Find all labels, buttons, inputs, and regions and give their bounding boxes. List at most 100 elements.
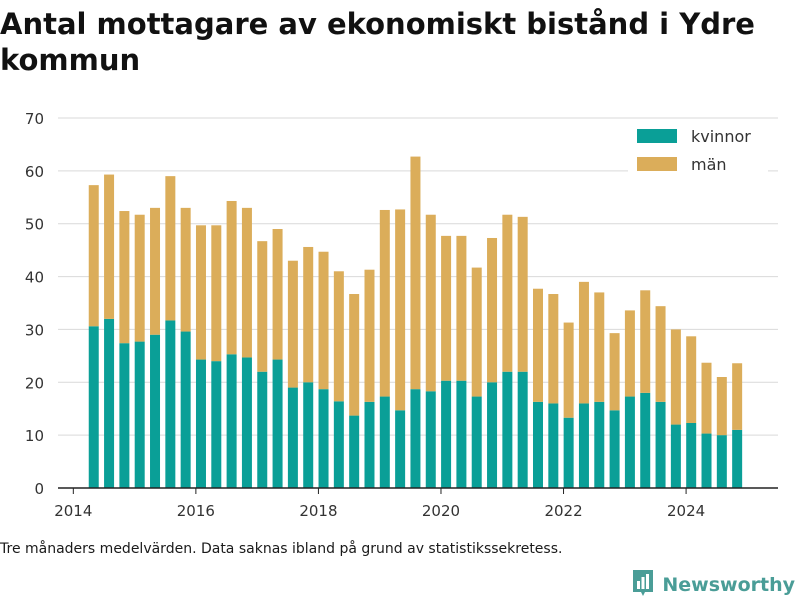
- bar-kvinnor: [395, 410, 406, 488]
- bar-man: [563, 322, 574, 418]
- bar-kvinnor: [272, 359, 283, 488]
- bar-man: [533, 288, 543, 402]
- bar-chart-logo-icon: [631, 568, 655, 602]
- brand-name: Newsworthy: [662, 574, 795, 596]
- bar-man: [517, 216, 528, 372]
- bar-man: [456, 235, 467, 381]
- bar-man: [349, 294, 360, 416]
- bar-kvinnor: [119, 343, 130, 488]
- bar-kvinnor: [425, 391, 436, 488]
- bar-man: [395, 209, 406, 411]
- bar-kvinnor: [195, 359, 206, 488]
- bar-man: [732, 363, 743, 430]
- bar-kvinnor: [180, 331, 191, 488]
- y-tick-label: 70: [25, 110, 44, 128]
- bar-kvinnor: [502, 371, 513, 488]
- chart-title: Antal mottagare av ekonomiskt bistånd i …: [0, 7, 755, 77]
- bar-man: [333, 271, 344, 402]
- brand: Newsworthy: [631, 568, 795, 602]
- bar-kvinnor: [732, 429, 743, 488]
- y-tick-label: 20: [25, 374, 44, 392]
- bar-kvinnor: [349, 415, 360, 488]
- bar-man: [578, 281, 589, 404]
- bar-kvinnor: [578, 403, 589, 488]
- x-tick-label: 2024: [667, 502, 705, 520]
- bar-man: [609, 333, 620, 411]
- legend-label-kvinnor: kvinnor: [691, 127, 751, 146]
- bar-man: [670, 329, 681, 425]
- legend-label-man: män: [691, 155, 727, 174]
- bars: [88, 156, 743, 488]
- bar-kvinnor: [563, 417, 574, 488]
- x-axis: 2014 2016 2018 2020 2022 2024: [54, 487, 778, 520]
- y-tick-label: 0: [34, 480, 44, 498]
- bar-man: [211, 225, 222, 362]
- bar-man: [640, 290, 651, 393]
- bar-man: [318, 251, 329, 390]
- bar-kvinnor: [670, 424, 681, 488]
- bar-kvinnor: [655, 401, 666, 488]
- bar-man: [686, 336, 697, 423]
- x-tick-label: 2014: [54, 502, 92, 520]
- gridlines: 0 10 20 30 40 50 60 70: [25, 110, 778, 498]
- y-tick-label: 50: [25, 216, 44, 234]
- legend: kvinnor män: [628, 124, 768, 174]
- bar-man: [364, 269, 375, 402]
- bar-man: [303, 246, 314, 383]
- bar-kvinnor: [716, 435, 727, 488]
- bar-kvinnor: [211, 361, 222, 488]
- x-tick-label: 2016: [177, 502, 215, 520]
- bar-kvinnor: [303, 382, 314, 488]
- bar-kvinnor: [333, 401, 344, 488]
- bar-kvinnor: [379, 396, 390, 488]
- y-tick-label: 60: [25, 163, 44, 181]
- x-tick-label: 2018: [299, 502, 337, 520]
- bar-kvinnor: [134, 341, 145, 488]
- bar-man: [548, 294, 559, 404]
- bar-man: [379, 209, 390, 397]
- bar-man: [701, 362, 712, 434]
- bar-kvinnor: [241, 357, 252, 488]
- bar-kvinnor: [364, 401, 375, 488]
- bar-kvinnor: [318, 389, 329, 488]
- bar-man: [410, 156, 421, 390]
- y-tick-label: 10: [25, 427, 44, 445]
- bar-kvinnor: [150, 334, 161, 488]
- bar-kvinnor: [609, 410, 620, 488]
- bar-kvinnor: [226, 354, 237, 488]
- bar-kvinnor: [165, 320, 176, 488]
- x-tick-label: 2020: [422, 502, 460, 520]
- bar-man: [88, 185, 99, 327]
- bar-kvinnor: [640, 392, 651, 488]
- bar-kvinnor: [441, 380, 452, 488]
- bar-kvinnor: [701, 433, 712, 488]
- bar-man: [502, 214, 513, 372]
- bar-man: [272, 229, 283, 360]
- legend-swatch-man: [637, 157, 677, 171]
- bar-man: [241, 207, 252, 358]
- y-tick-label: 30: [25, 321, 44, 339]
- bar-kvinnor: [594, 401, 605, 488]
- bar-man: [195, 225, 206, 360]
- bar-kvinnor: [104, 318, 115, 488]
- bar-kvinnor: [257, 371, 268, 488]
- bar-man: [119, 211, 130, 344]
- bar-man: [180, 207, 191, 332]
- bar-kvinnor: [686, 422, 697, 488]
- bar-kvinnor: [456, 380, 467, 488]
- bar-man: [287, 260, 298, 388]
- bar-man: [487, 237, 498, 383]
- bar-man: [226, 200, 237, 355]
- bar-kvinnor: [410, 389, 421, 488]
- bar-kvinnor: [287, 387, 298, 488]
- bar-man: [104, 174, 115, 319]
- bar-kvinnor: [548, 403, 559, 488]
- bar-kvinnor: [517, 371, 528, 488]
- bar-man: [425, 214, 436, 392]
- bar-man: [134, 214, 145, 342]
- bar-kvinnor: [533, 401, 543, 488]
- bar-man: [165, 176, 176, 321]
- bar-man: [441, 235, 452, 381]
- bar-man: [624, 310, 635, 397]
- bar-man: [150, 207, 161, 335]
